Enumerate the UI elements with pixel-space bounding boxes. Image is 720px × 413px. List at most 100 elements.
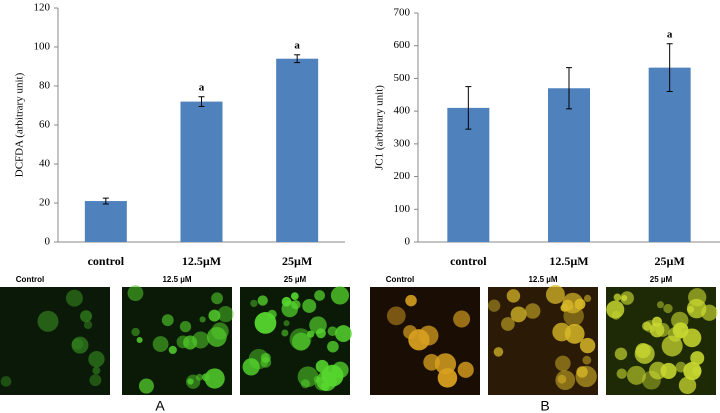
cell [300,379,310,389]
cell [168,345,177,355]
y-tick-label: 80 [39,80,51,92]
y-tick-label: 300 [394,137,411,149]
cell [89,374,102,387]
cell [510,306,527,323]
image-label: Control [16,275,44,284]
cell [663,303,673,314]
cell [613,293,622,302]
cell [192,331,210,349]
cell [678,376,697,395]
cell [290,292,299,301]
cell [555,355,571,372]
cell [616,368,627,379]
cell [161,314,174,327]
y-tick-label: 200 [394,170,411,182]
cell [250,299,258,308]
annotation: a [667,28,673,40]
cell [327,326,338,337]
cell [211,322,229,340]
y-tick-label: 700 [394,7,411,19]
x-tick-label: control [450,254,487,268]
cell [138,378,154,394]
cell [690,351,705,366]
image-label: 25 µM [284,275,307,284]
cell [614,347,628,361]
cell [309,316,327,334]
y-tick-label: 0 [45,236,51,248]
cell [257,295,268,306]
cell [606,300,625,319]
cell [0,376,12,387]
cell [289,328,312,351]
cell [260,352,271,363]
cell [682,328,702,348]
bar [84,201,127,242]
cell [332,361,349,379]
cell [575,365,597,388]
y-tick-label: 60 [39,119,51,131]
cell [611,310,621,320]
x-tick-label: control [88,254,125,268]
cell [37,310,59,332]
cell [314,290,325,301]
cell [643,320,657,333]
cell [692,366,702,376]
cell [92,366,101,375]
cell [675,361,687,373]
cell [564,323,585,344]
image-label: 25 µM [650,275,673,284]
cell [525,303,541,319]
y-tick-label: 20 [39,197,51,209]
cell [330,286,350,305]
bar [276,58,319,243]
cell [291,332,311,351]
cell [80,310,93,323]
cell [661,335,683,357]
cell [65,289,83,307]
cell [555,370,576,391]
cell [179,321,192,333]
x-tick-label: 25µM [655,254,685,268]
cell [583,294,592,303]
cell [291,300,301,310]
cell [320,382,330,391]
cell [254,312,277,334]
cell [217,306,234,323]
cell [418,325,439,346]
bar [548,88,590,242]
cell [315,359,329,373]
y-tick-label: 40 [39,158,51,170]
cell [656,301,664,309]
cell [493,347,504,357]
cell [281,329,289,337]
x-tick-label: 12.5µM [182,254,221,268]
cell [131,327,140,337]
cell [199,316,206,323]
cell [152,336,169,352]
cell [560,303,569,312]
image-label: Control [386,275,414,284]
bar [648,67,691,242]
cell [655,322,670,337]
y-axis-label: DCFDA (arbitrary unit) [14,72,26,177]
cell [127,285,144,302]
cell [686,298,707,319]
cell [313,375,321,383]
y-tick-label: 120 [34,2,51,14]
cell [434,353,457,375]
panel-label: A [155,398,165,413]
cell [405,294,417,307]
y-tick-label: 0 [405,236,411,248]
cell [620,291,634,305]
cell [634,343,655,364]
y-tick-label: 600 [394,39,411,51]
y-tick-label: 500 [394,72,411,84]
cell [307,330,315,338]
cell [545,285,565,305]
cell [83,320,93,330]
annotation: a [199,81,205,93]
cell [642,370,661,390]
cell [506,289,521,303]
cell [242,358,260,376]
